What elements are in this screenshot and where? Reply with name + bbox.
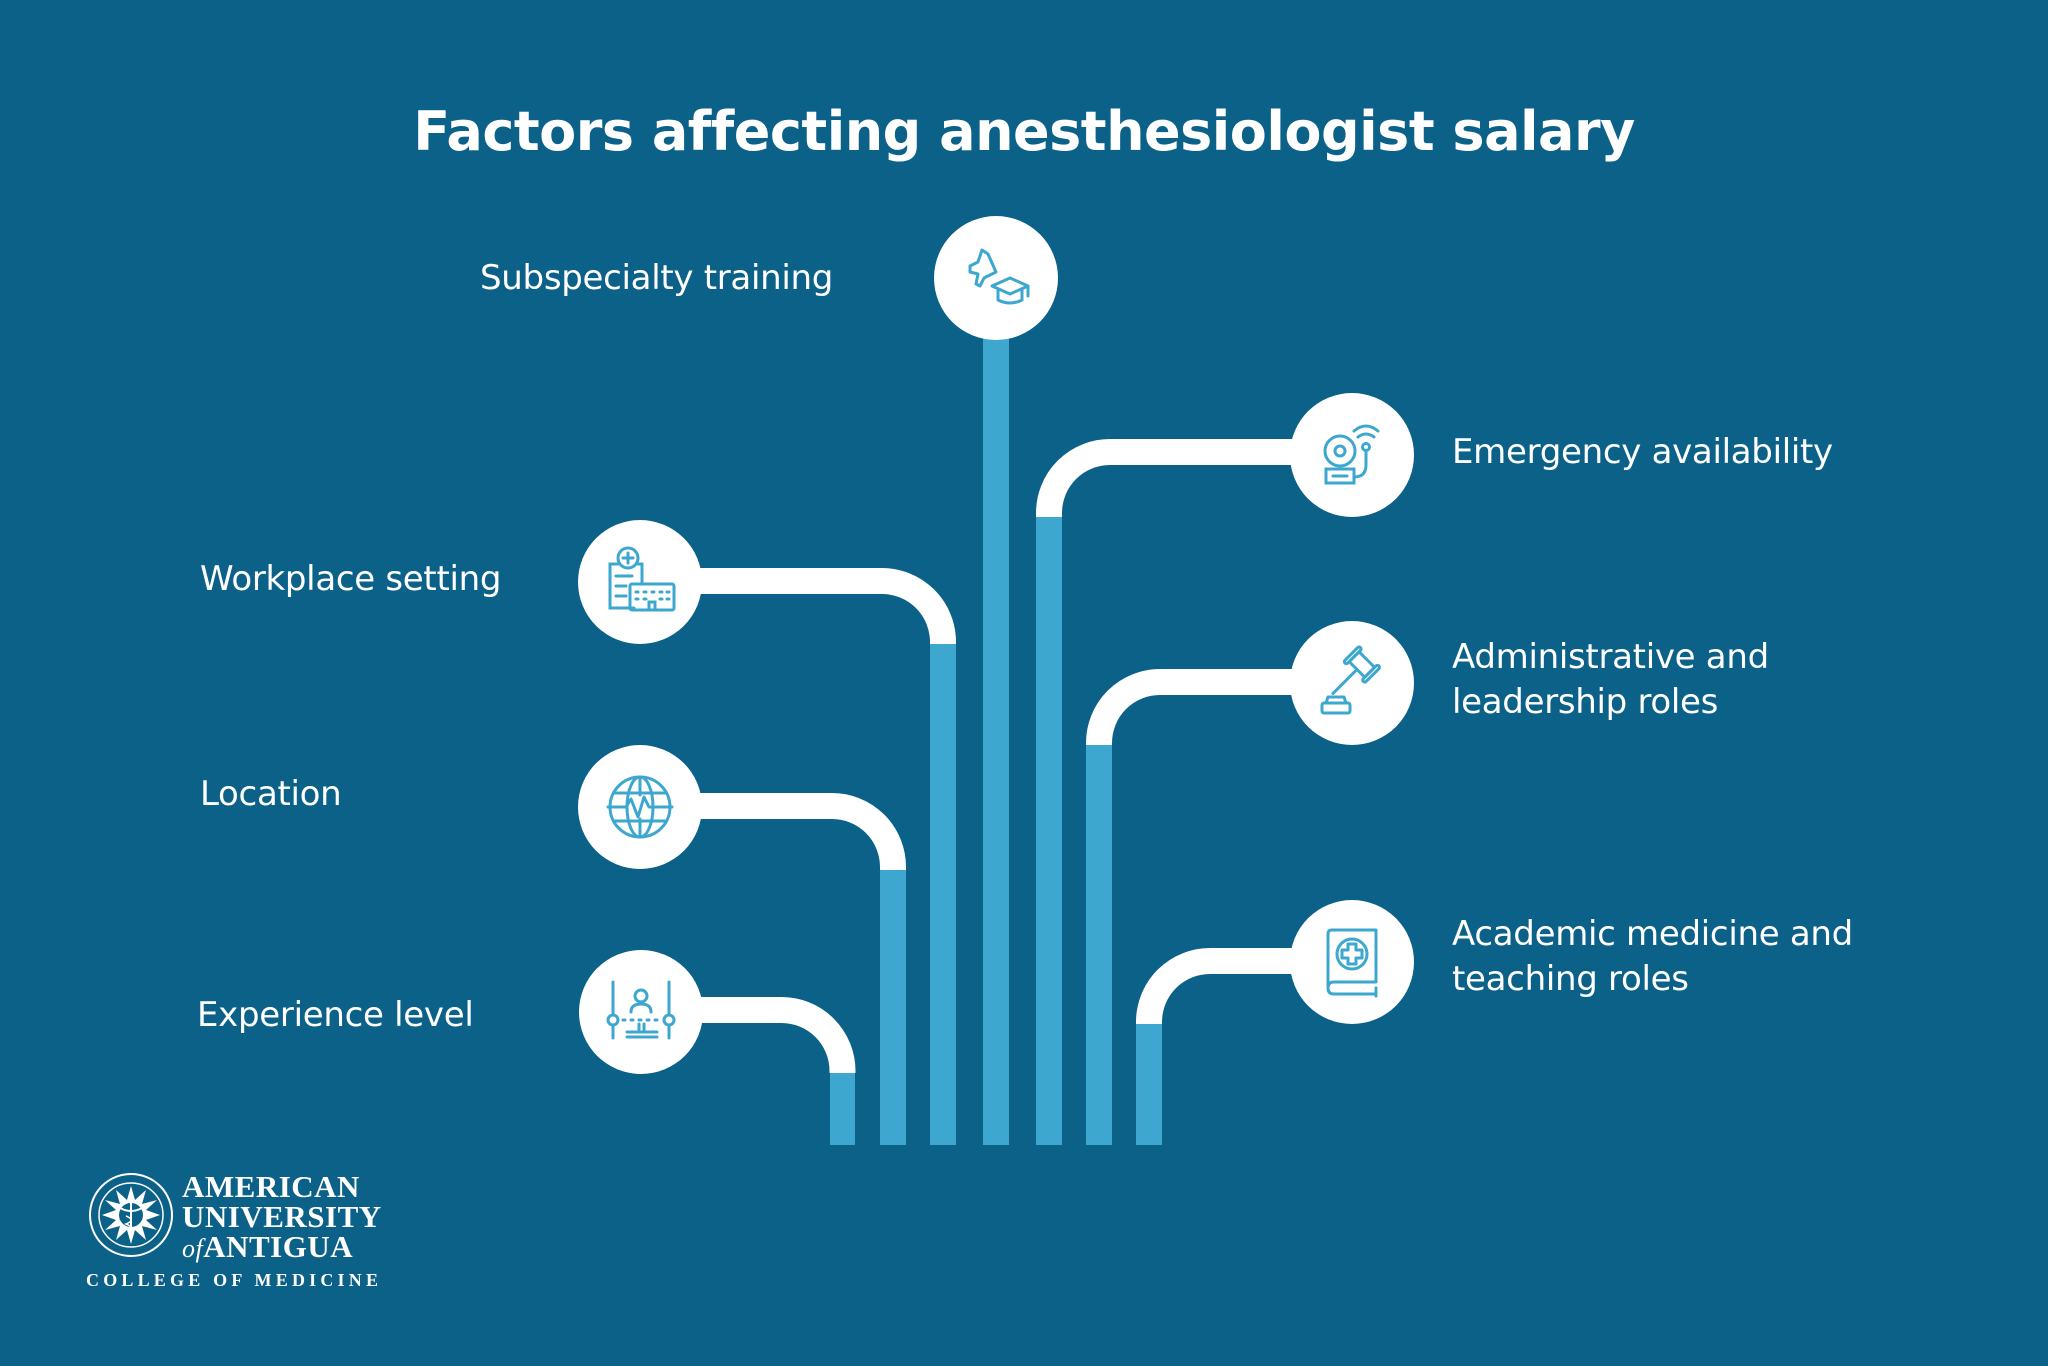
gavel-icon — [1320, 645, 1381, 715]
node-emergency-availability — [1290, 393, 1414, 517]
university-seal-icon — [89, 1173, 173, 1257]
connector-experience — [690, 996, 856, 1073]
label-administrative-leadership: Administrative and leadership roles — [1452, 635, 1769, 725]
alarm-bell-icon — [1323, 424, 1380, 485]
node-location — [578, 745, 702, 869]
label-academic-medicine: Academic medicine and teaching roles — [1452, 912, 1853, 1002]
connector-workplace — [690, 568, 956, 644]
logo-line-antigua: ofANTIGUA — [182, 1229, 354, 1264]
node-experience-level — [579, 950, 703, 1074]
connectors — [690, 439, 1300, 1073]
experience-slider-icon — [606, 980, 676, 1040]
connector-emergency — [1036, 439, 1300, 517]
label-location: Location — [200, 772, 342, 817]
globe-pulse-icon — [606, 775, 674, 839]
label-experience-level: Experience level — [197, 993, 474, 1038]
hospital-icon — [608, 546, 676, 612]
logo-line-american: AMERICAN — [182, 1169, 360, 1204]
medical-book-icon — [1326, 928, 1378, 998]
label-line: Experience level — [197, 995, 474, 1035]
node-subspecialty-training — [934, 216, 1058, 340]
label-subspecialty-training: Subspecialty training — [480, 256, 833, 301]
label-line: Workplace setting — [200, 559, 502, 599]
label-line: Emergency availability — [1452, 432, 1833, 472]
label-line: Academic medicine and — [1452, 914, 1853, 954]
label-emergency-availability: Emergency availability — [1452, 430, 1833, 475]
label-line: Administrative and — [1452, 637, 1769, 677]
label-line: Location — [200, 774, 342, 814]
logo-antigua: ANTIGUA — [203, 1229, 354, 1264]
bar-emergency — [1036, 515, 1062, 1145]
bar-subspecialty — [983, 330, 1009, 1145]
bar-workplace — [930, 642, 956, 1145]
label-workplace-setting: Workplace setting — [200, 557, 501, 602]
bar-admin — [1086, 743, 1112, 1145]
bars — [830, 330, 1162, 1145]
logo-college-of-medicine: COLLEGE OF MEDICINE — [86, 1270, 383, 1290]
bar-academic — [1136, 1022, 1162, 1145]
label-line: leadership roles — [1452, 682, 1719, 722]
node-workplace-setting — [578, 520, 702, 644]
node-academic-medicine — [1290, 900, 1414, 1024]
connector-academic — [1136, 948, 1300, 1024]
label-line: Subspecialty training — [480, 258, 834, 298]
connector-location — [690, 793, 906, 870]
page-title: Factors affecting anesthesiologist salar… — [413, 100, 1635, 163]
bar-location — [880, 868, 906, 1145]
node-administrative-leadership — [1290, 621, 1414, 745]
logo-of: of — [182, 1234, 204, 1263]
label-line: teaching roles — [1452, 959, 1689, 999]
specialty-training-icon — [968, 248, 1030, 305]
logo-line-university: UNIVERSITY — [182, 1199, 382, 1234]
connector-admin — [1086, 669, 1300, 745]
bar-experience — [830, 1071, 855, 1145]
university-logo: AMERICAN UNIVERSITY ofANTIGUA COLLEGE OF… — [86, 1170, 406, 1295]
